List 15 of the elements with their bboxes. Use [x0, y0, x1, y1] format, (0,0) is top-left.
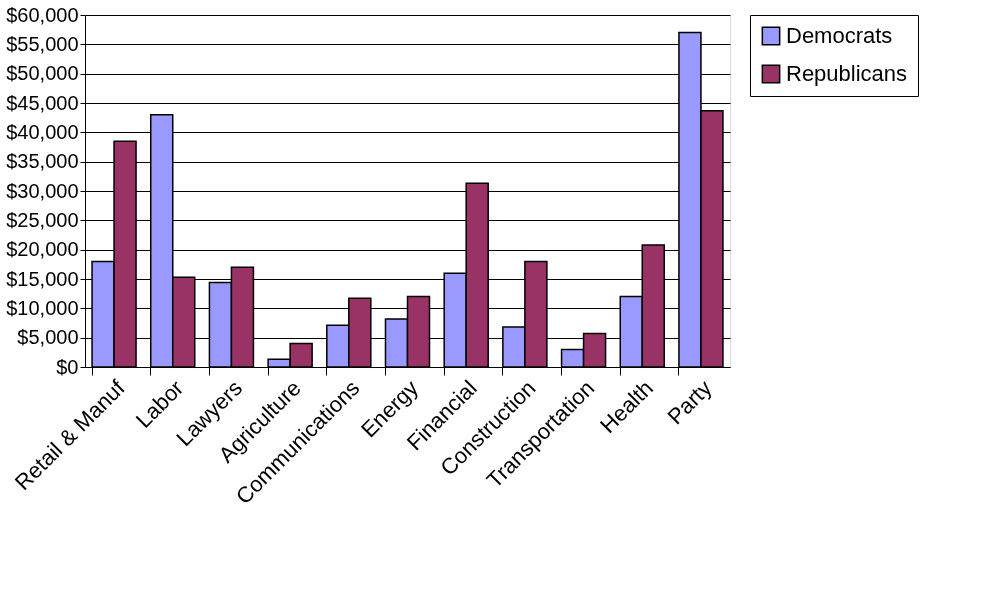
y-tick-label: $0 — [56, 355, 79, 378]
y-tick-label: $40,000 — [6, 120, 79, 143]
legend-label: Republicans — [786, 61, 908, 86]
y-tick-label: $25,000 — [6, 208, 79, 231]
y-tick-label: $50,000 — [6, 62, 79, 85]
y-tick-label: $30,000 — [6, 179, 79, 202]
legend-label: Democrats — [786, 23, 893, 48]
y-tick-label: $60,000 — [6, 3, 79, 26]
y-tick-label: $10,000 — [6, 296, 79, 319]
y-tick-label: $20,000 — [6, 238, 79, 261]
y-tick-label: $45,000 — [6, 91, 79, 114]
y-tick-label: $5,000 — [17, 326, 79, 349]
y-tick-label: $35,000 — [6, 150, 79, 173]
y-tick-label: $55,000 — [6, 32, 79, 55]
y-tick-label: $15,000 — [6, 267, 79, 290]
